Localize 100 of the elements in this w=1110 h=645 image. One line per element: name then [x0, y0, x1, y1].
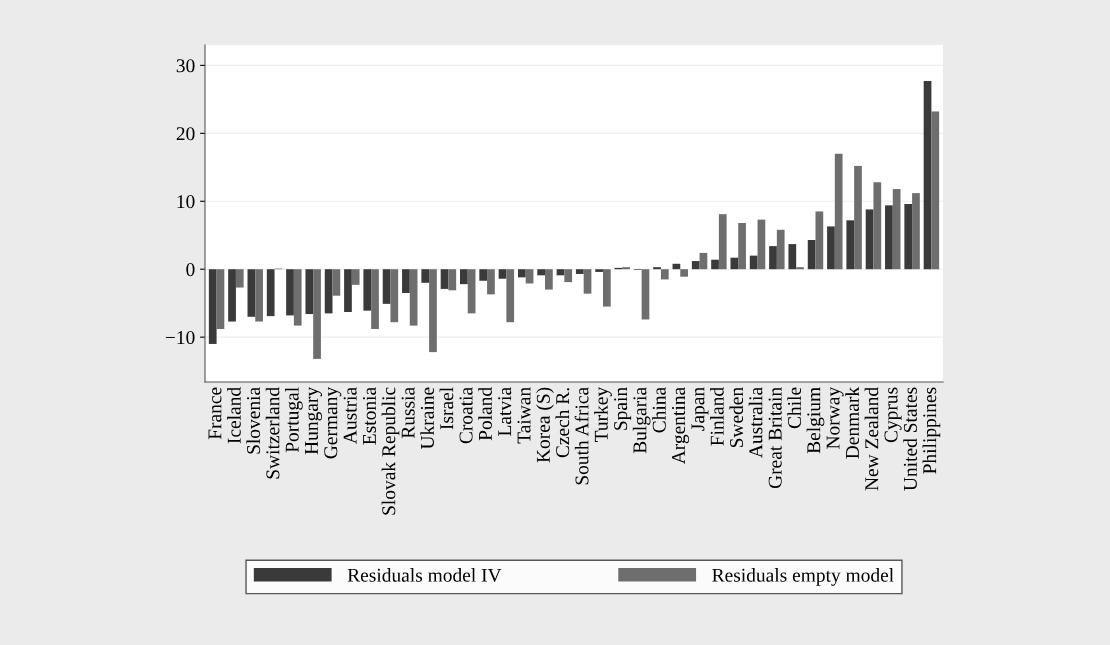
- bar: [834, 153, 843, 270]
- bar: [266, 269, 275, 317]
- bar: [324, 269, 333, 314]
- x-tick-label: Slovak Republic: [381, 387, 400, 515]
- bar: [409, 269, 418, 326]
- bar: [931, 111, 940, 270]
- bar: [506, 269, 515, 323]
- bar: [796, 267, 804, 270]
- x-tick-label: Israel: [439, 387, 454, 430]
- bar: [479, 269, 488, 281]
- x-tick-label: Austria: [343, 387, 357, 444]
- bar: [216, 269, 225, 329]
- bar: [776, 229, 785, 270]
- x-tick-label: Iceland: [227, 387, 241, 444]
- x-tick-label: Switzerland: [265, 387, 280, 479]
- x-tick-label: Sweden: [729, 387, 744, 448]
- bar: [537, 269, 546, 276]
- bar: [305, 269, 314, 315]
- x-tick-label: Turkey: [594, 386, 612, 442]
- x-tick-label: Germany: [324, 386, 342, 459]
- bar: [448, 269, 457, 291]
- legend-label: Residuals empty model: [712, 568, 894, 586]
- x-tick-label: Croatia: [459, 387, 473, 444]
- x-tick-label: Latvia: [498, 387, 512, 436]
- x-tick-label: France: [208, 387, 222, 440]
- bar: [429, 269, 437, 353]
- bar: [351, 269, 360, 285]
- bar: [402, 269, 410, 293]
- bar: [718, 214, 727, 270]
- bar: [923, 81, 932, 270]
- bar: [827, 226, 835, 270]
- x-tick-label: Bulgaria: [632, 387, 651, 454]
- x-tick-label: Hungary: [305, 386, 323, 455]
- bar: [749, 255, 758, 270]
- bar: [602, 269, 611, 307]
- bar: [460, 269, 468, 285]
- bar: [807, 240, 816, 270]
- bar: [313, 269, 321, 359]
- bar: [912, 193, 920, 270]
- x-tick-label: Chile: [787, 387, 802, 429]
- bar: [757, 219, 766, 270]
- x-tick-label: New Zealand: [864, 387, 879, 491]
- bar: [344, 269, 352, 313]
- x-tick-label: Estonia: [362, 387, 377, 445]
- bar: [421, 269, 430, 283]
- bar: [286, 269, 294, 316]
- bar: [873, 182, 882, 270]
- bar: [595, 269, 603, 272]
- x-tick-label: Australia: [748, 387, 763, 458]
- bar: [641, 269, 650, 320]
- x-tick-label: Great Britain: [768, 387, 782, 489]
- bar: [660, 269, 669, 280]
- x-tick-label: Belgium: [806, 387, 825, 454]
- bar: [371, 269, 379, 329]
- x-tick-label: Czech R.: [555, 388, 570, 458]
- bar: [545, 269, 553, 290]
- y-tick-label: 0: [186, 263, 195, 277]
- bar: [730, 257, 739, 270]
- bar: [904, 203, 913, 270]
- x-tick-label: Philippines: [922, 387, 941, 474]
- x-tick-label: Cyprus: [884, 387, 902, 443]
- bar: [363, 269, 372, 311]
- bar: [653, 267, 661, 270]
- x-tick-label: Finland: [710, 387, 724, 446]
- x-tick-label: China: [652, 387, 666, 433]
- bar: [854, 165, 862, 270]
- x-tick-label: Ukraine: [420, 387, 434, 450]
- y-tick-label: 30: [176, 59, 195, 73]
- bar: [228, 269, 236, 322]
- bar: [865, 209, 874, 270]
- bar: [769, 246, 777, 270]
- bar: [583, 269, 592, 294]
- bar: [487, 269, 495, 295]
- bar: [885, 205, 893, 270]
- bar: [738, 223, 746, 270]
- x-tick-label: South Africa: [574, 387, 589, 485]
- x-tick-label: Russia: [401, 387, 415, 439]
- bar: [575, 269, 584, 274]
- x-tick-label: United States: [903, 387, 917, 491]
- x-tick-label: Norway: [826, 386, 844, 449]
- x-tick-label: Portugal: [285, 387, 303, 453]
- bar: [293, 269, 302, 326]
- bar: [711, 259, 719, 270]
- bar: [846, 220, 855, 270]
- x-tick-label: Slovenia: [246, 387, 261, 454]
- bar: [691, 261, 700, 270]
- bar: [815, 211, 824, 270]
- bar: [440, 269, 449, 289]
- y-tick-label: 10: [177, 195, 195, 209]
- x-tick-label: Taiwan: [517, 387, 531, 444]
- bar: [622, 267, 631, 270]
- x-tick-label: Poland: [478, 387, 492, 441]
- x-tick-label: Korea (S): [536, 387, 554, 463]
- bar: [680, 269, 688, 277]
- y-tick-label: −10: [165, 330, 195, 345]
- bar: [390, 269, 399, 323]
- legend-label: Residuals model IV: [347, 568, 502, 582]
- bar: [208, 269, 217, 344]
- x-tick-label: Denmark: [845, 386, 859, 459]
- bar: [892, 189, 901, 270]
